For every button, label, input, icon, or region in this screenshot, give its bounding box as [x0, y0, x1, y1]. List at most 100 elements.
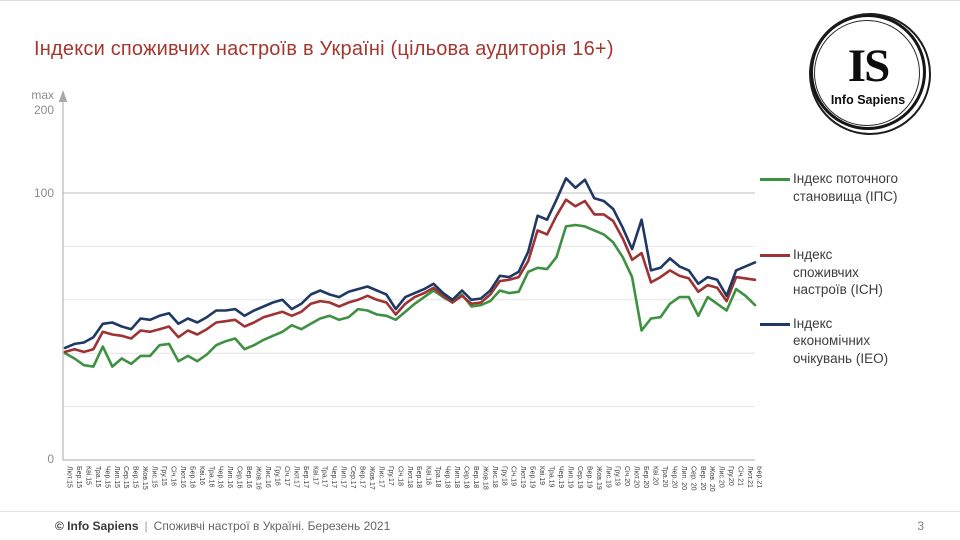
svg-text:Кві.19: Кві.19	[538, 466, 546, 485]
top-divider	[0, 0, 960, 1]
svg-text:Сер.17: Сер.17	[349, 466, 356, 489]
logo-name: Info Sapiens	[830, 93, 906, 107]
svg-text:Січ.20: Січ.20	[623, 466, 631, 486]
svg-text:Лют.20: Лют.20	[633, 466, 640, 488]
svg-text:Гру.19: Гру.19	[614, 466, 621, 486]
svg-text:Січ.18: Січ.18	[396, 466, 404, 486]
logo-monogram: IS	[847, 40, 890, 92]
legend-label-line: Індекс	[793, 315, 833, 331]
svg-text:Жов. 20: Жов. 20	[708, 466, 715, 492]
svg-text:Чер.18: Чер.18	[444, 466, 451, 488]
y-axis-max-label: max	[31, 88, 54, 102]
svg-text:Гру.17: Гру.17	[387, 466, 394, 486]
svg-text:Лип.19: Лип.19	[567, 466, 574, 488]
svg-text:Лип.16: Лип.16	[226, 466, 233, 488]
svg-text:Лис.18: Лис.18	[491, 466, 498, 488]
legend-label-line: настроїв (ІСН)	[793, 282, 883, 297]
svg-text:Гру.16: Гру.16	[273, 466, 280, 486]
y-axis-200-label: 200	[33, 103, 54, 117]
svg-text:Кві.20: Кві.20	[652, 466, 660, 485]
svg-text:Гру.15: Гру.15	[160, 466, 167, 486]
svg-text:Вер.19: Вер.19	[585, 466, 592, 488]
svg-text:Чер.17: Чер.17	[330, 466, 337, 488]
svg-text:Лип. 20: Лип. 20	[680, 466, 687, 490]
svg-text:Вер.16: Вер.16	[245, 466, 252, 488]
svg-text:Січ.19: Січ.19	[510, 466, 518, 486]
legend-label-line: споживчих	[793, 264, 859, 280]
footer-source: © Info Sapiens | Споживчі настрої в Україн…	[55, 519, 390, 533]
consumer-sentiment-chart: max 200 100 0 Лют.15 Бер.15 Кві.15 Тра.15 Че…	[0, 85, 762, 507]
footer-brand: © Info Sapiens	[55, 519, 139, 533]
svg-text:Бер.17: Бер.17	[302, 466, 309, 488]
svg-text:Вер.15: Вер.15	[132, 466, 139, 488]
legend-swatch-green	[760, 178, 790, 181]
svg-text:Лис.20: Лис.20	[718, 466, 725, 488]
svg-text:Тра.16: Тра.16	[207, 466, 214, 488]
svg-text:Бер.18: Бер.18	[415, 466, 422, 488]
svg-text:Кві.15: Кві.15	[84, 466, 92, 485]
svg-text:Чер.15: Чер.15	[103, 466, 110, 488]
footer-text: Споживчі настрої в Україні. Березень 202…	[153, 519, 391, 533]
svg-text:Жов.18: Жов.18	[481, 466, 488, 490]
svg-text:Бер.19: Бер.19	[529, 466, 536, 488]
svg-text:Жов.15: Жов.15	[141, 466, 148, 490]
footer: © Info Sapiens | Споживчі настрої в Україн…	[0, 511, 960, 540]
logo-circle-icon	[810, 14, 926, 130]
svg-text:Лют.21: Лют.21	[746, 466, 753, 488]
legend-label-line: економічних	[793, 333, 871, 348]
svg-text:Сер.18: Сер.18	[463, 466, 470, 489]
legend: Індекс поточного становища (ІПС) Індекс …	[760, 170, 958, 367]
svg-text:Лис.16: Лис.16	[264, 466, 271, 488]
legend-item-ich: Індекс споживчих настроїв (ІСН)	[760, 246, 958, 299]
svg-text:Січ.17: Січ.17	[283, 466, 291, 486]
legend-label-line: Індекс поточного	[793, 171, 899, 186]
svg-text:Тра.18: Тра.18	[434, 466, 441, 488]
legend-item-ipc: Індекс поточного становища (ІПС)	[760, 170, 958, 205]
svg-text:Чер.20: Чер.20	[670, 466, 677, 488]
svg-text:Вер.17: Вер.17	[359, 466, 366, 488]
svg-text:Жов.19: Жов.19	[595, 466, 602, 490]
legend-item-ieo: Індекс економічних очікувань (ІЕО)	[760, 315, 958, 368]
svg-text:Лис.17: Лис.17	[377, 466, 384, 488]
svg-text:Тра.17: Тра.17	[321, 466, 328, 488]
svg-text:Чер.19: Чер.19	[557, 466, 564, 488]
legend-label-line: становища (ІПС)	[793, 188, 898, 204]
svg-text:Вер. 20: Вер. 20	[699, 466, 706, 490]
svg-text:Січ.21: Січ.21	[737, 466, 745, 486]
svg-text:Бер.20: Бер.20	[642, 466, 649, 488]
svg-text:Вер.18: Вер.18	[472, 466, 479, 488]
svg-text:Лис.19: Лис.19	[604, 466, 611, 488]
svg-text:Жов.17: Жов.17	[368, 466, 375, 490]
svg-text:Лют.16: Лют.16	[179, 466, 186, 488]
legend-label-line: Індекс	[793, 247, 833, 262]
chart-svg: Лют.15 Бер.15 Кві.15 Тра.15 Чер.15 Лип.15 Сер.…	[58, 90, 762, 492]
y-axis-100-label: 100	[33, 186, 54, 200]
svg-text:Гру.20: Гру.20	[727, 466, 734, 486]
svg-text:Чер.16: Чер.16	[217, 466, 224, 488]
svg-text:Кві.17: Кві.17	[311, 466, 319, 485]
svg-text:Жов.16: Жов.16	[255, 466, 262, 490]
svg-text:Кві.18: Кві.18	[425, 466, 433, 485]
svg-text:Сер.19: Сер.19	[576, 466, 583, 489]
page-title: Індекси споживчих настроїв в Україні (ці…	[34, 38, 614, 60]
svg-text:Лип.18: Лип.18	[453, 466, 460, 488]
svg-text:Лют.19: Лют.19	[519, 466, 526, 488]
svg-text:Лют.15: Лют.15	[66, 466, 73, 488]
legend-swatch-blue	[760, 322, 790, 326]
svg-text:Тра.15: Тра.15	[94, 466, 101, 488]
legend-label-line: очікувань (ІЕО)	[793, 350, 889, 366]
svg-text:Лип.15: Лип.15	[113, 466, 120, 488]
svg-text:Бер.15: Бер.15	[75, 466, 82, 488]
svg-text:Лис.15: Лис.15	[151, 466, 158, 488]
svg-text:Тра.20: Тра.20	[661, 466, 668, 488]
svg-text:Тра.19: Тра.19	[548, 466, 555, 488]
footer-separator: |	[144, 519, 148, 533]
svg-text:Сер. 20: Сер. 20	[689, 466, 696, 491]
svg-text:Сер.16: Сер.16	[236, 466, 243, 489]
svg-text:Бер.16: Бер.16	[188, 466, 195, 488]
y-axis-0-label: 0	[47, 452, 54, 466]
svg-text:Гру.18: Гру.18	[500, 466, 507, 486]
info-sapiens-logo: IS Info Sapiens	[810, 14, 926, 130]
svg-text:Лип.17: Лип.17	[340, 466, 347, 488]
